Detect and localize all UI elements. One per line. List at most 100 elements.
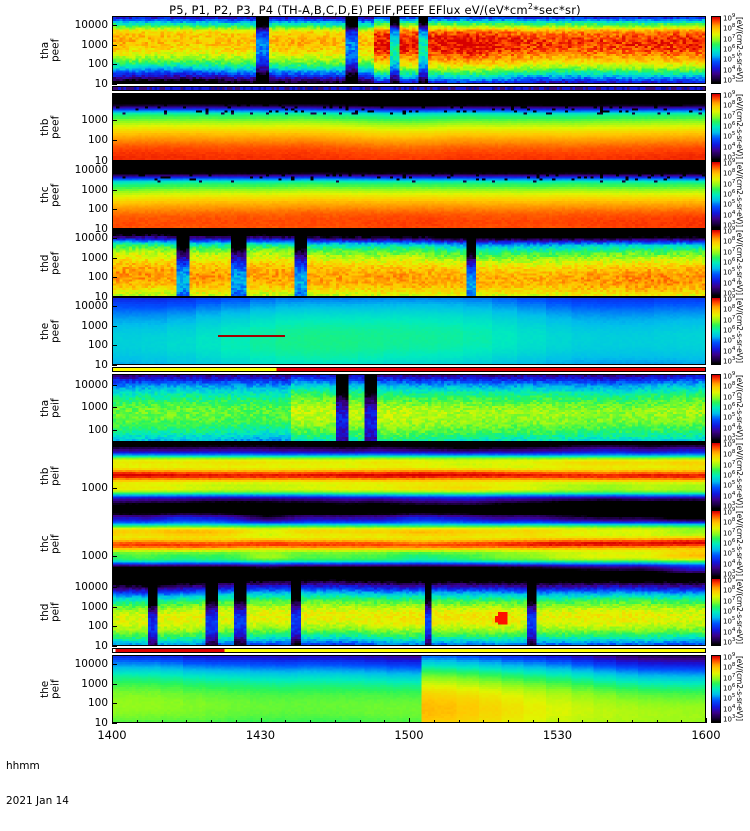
colorbar-tick-tha-peef-7: 107 xyxy=(723,33,736,43)
colorbar-thc-peef xyxy=(711,161,721,229)
spectrogram-image-tha-peef xyxy=(113,17,705,83)
xtick-mark-4 xyxy=(211,720,212,723)
colorbar-tick-base: 10 xyxy=(723,627,732,636)
colorbar-tick-base: 10 xyxy=(723,200,732,209)
colorbar-tick-base: 10 xyxy=(723,502,732,511)
colorbar-tick-thd-peef-8: 108 xyxy=(723,237,735,246)
colorbar-tick-exponent: 6 xyxy=(731,683,736,689)
colorbar-tick-base: 10 xyxy=(723,179,732,188)
colorbar-tick-base: 10 xyxy=(723,450,732,459)
colorbar-tick-exponent: 6 xyxy=(731,325,736,331)
colorbar-tick-base: 10 xyxy=(723,268,732,277)
strip-the-peef xyxy=(112,367,706,372)
colorbar-tick-base: 10 xyxy=(723,305,732,314)
colorbar-tick-exponent: 5 xyxy=(731,54,736,61)
colorbar-tick-base: 10 xyxy=(723,607,732,616)
colorbar-tick-the-peif-4: 104 xyxy=(723,704,735,713)
ytick-label-tha-peif-2: 100 xyxy=(87,424,108,437)
ytick-label-the-peif-3: 10 xyxy=(94,717,108,729)
ytick-label-tha-peif-1: 1000 xyxy=(81,401,108,414)
colorbar-tick-thc-peef-8: 108 xyxy=(723,169,735,178)
colorbar-tick-thb-peif-8: 108 xyxy=(723,450,735,459)
xtick-mark-18 xyxy=(558,718,559,723)
colorbar-tick-base: 10 xyxy=(723,159,732,168)
xtick-mark-23 xyxy=(681,720,682,723)
colorbar-tick-exponent: 6 xyxy=(731,470,736,476)
colorbar-tick-the-peef-3: 103 xyxy=(723,356,735,366)
colorbar-tick-thc-peif-6: 106 xyxy=(723,538,735,547)
colorbar-tick-base: 10 xyxy=(723,24,732,33)
xtick-mark-2 xyxy=(162,720,163,723)
colorbar-gradient-tha-peif xyxy=(712,375,720,441)
xtick-mark-8 xyxy=(310,720,311,723)
xtick-mark-13 xyxy=(434,720,435,723)
colorbar-tick-base: 10 xyxy=(723,142,732,151)
ytick-mark-thd-peef-3 xyxy=(112,297,117,298)
colorbar-tick-exponent: 3 xyxy=(731,501,736,507)
colorbar-tick-thc-peif-3: 103 xyxy=(723,569,736,579)
colorbar-tick-tha-peif-8: 108 xyxy=(723,382,735,391)
colorbar-tick-exponent: 3 xyxy=(731,433,736,439)
ytick-mark-tha-peef-0 xyxy=(112,25,117,26)
colorbar-tick-the-peef-8: 108 xyxy=(723,305,735,314)
colorbar-tick-base: 10 xyxy=(723,76,732,85)
colorbar-tick-thc-peef-6: 106 xyxy=(723,189,735,198)
colorbar-tick-exponent: 4 xyxy=(731,209,736,216)
ytick-mark-thc-peef-3 xyxy=(112,229,117,230)
colorbar-tick-the-peif-7: 107 xyxy=(723,673,735,682)
xtick-mark-24 xyxy=(706,718,707,723)
ytick-label-the-peif-1: 1000 xyxy=(81,677,108,690)
colorbar-gradient-thb-peef xyxy=(712,94,720,160)
strip-tha-peef xyxy=(112,86,706,91)
colorbar-tick-exponent: 6 xyxy=(731,44,736,50)
colorbar-tick-thb-peef-7: 107 xyxy=(723,111,735,120)
colorbar-tick-base: 10 xyxy=(723,237,732,246)
colorbar-title-thb-peif: [eV/(cm2-s-sr-eV)] xyxy=(735,443,744,508)
ytick-label-thd-peif-3: 10 xyxy=(94,640,108,652)
colorbar-tick-exponent: 7 xyxy=(731,595,736,602)
colorbar-tick-base: 10 xyxy=(723,346,732,355)
colorbar-tick-the-peif-5: 105 xyxy=(723,694,735,703)
xtick-label-1600: 1600 xyxy=(691,728,721,742)
spectrogram-panel-thd-peef xyxy=(112,229,706,297)
colorbar-title-tha-peef: [eV/(cm2-s-sr-eV)] xyxy=(735,17,744,82)
colorbar-tick-base: 10 xyxy=(723,357,732,366)
ytick-mark-thc-peef-1 xyxy=(112,190,117,191)
colorbar-tick-thd-peef-7: 107 xyxy=(723,247,735,256)
colorbar-tick-thd-peif-7: 107 xyxy=(723,595,736,605)
colorbar-tick-base: 10 xyxy=(723,570,732,579)
ytick-label-thc-peef-3: 10 xyxy=(94,223,108,235)
ytick-mark-tha-peif-1 xyxy=(112,407,117,408)
colorbar-tick-thd-peif-5: 105 xyxy=(723,617,735,626)
colorbar-tick-base: 10 xyxy=(723,413,732,422)
colorbar-tick-exponent: 9 xyxy=(731,294,736,300)
colorbar-tick-exponent: 4 xyxy=(731,64,736,71)
colorbar-tick-exponent: 9 xyxy=(731,13,736,19)
ytick-mark-the-peif-0 xyxy=(112,664,117,665)
colorbar-tick-exponent: 7 xyxy=(731,33,736,40)
page-title-suffix: *sec*sr) xyxy=(533,2,581,17)
ytick-mark-tha-peef-3 xyxy=(112,84,117,85)
colorbar-tick-exponent: 9 xyxy=(731,439,736,445)
ytick-label-tha-peef-0: 10000 xyxy=(74,19,108,32)
xtick-label-1430: 1430 xyxy=(245,728,276,742)
colorbar-tick-base: 10 xyxy=(723,586,732,595)
colorbar-tick-thc-peif-7: 107 xyxy=(723,528,735,537)
colorbar-the-peif xyxy=(711,655,721,723)
xtick-label-1500: 1500 xyxy=(394,728,424,742)
colorbar-tick-thc-peef-5: 105 xyxy=(723,200,735,209)
ytick-mark-thb-peif-0 xyxy=(112,488,117,489)
ytick-mark-the-peef-0 xyxy=(112,306,117,307)
colorbar-tick-base: 10 xyxy=(723,715,732,724)
xtick-mark-7 xyxy=(285,720,286,723)
colorbar-tick-tha-peef-5: 105 xyxy=(723,54,736,64)
colorbar-title-thd-peif: [eV/(cm2-s-sr-eV)] xyxy=(735,579,744,644)
colorbar-tick-exponent: 8 xyxy=(731,100,736,107)
ytick-mark-thd-peif-0 xyxy=(112,587,117,588)
spectrogram-panel-thb-peif xyxy=(112,442,706,510)
colorbar-tick-exponent: 3 xyxy=(731,569,736,575)
spectrogram-panel-the-peif xyxy=(112,655,706,723)
colorbar-tick-base: 10 xyxy=(723,518,732,527)
colorbar-tick-base: 10 xyxy=(723,91,732,100)
colorbar-tick-base: 10 xyxy=(723,491,732,500)
